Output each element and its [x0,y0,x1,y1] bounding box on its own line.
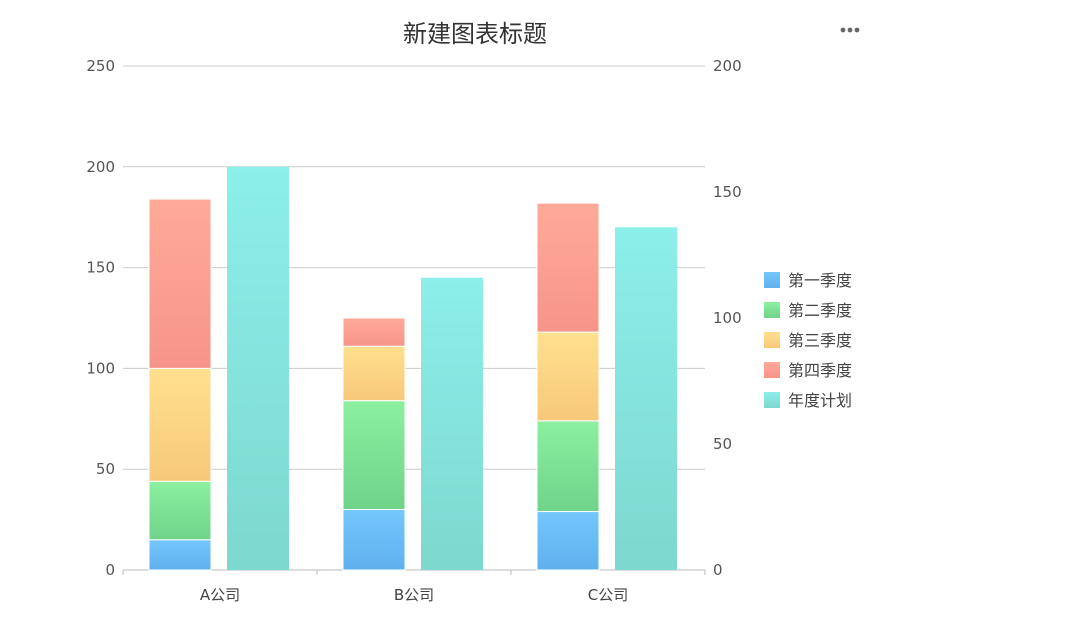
right-tick-label: 150 [713,183,742,201]
legend-swatch [764,332,780,348]
legend-item[interactable]: 第三季度 [764,331,852,350]
bar-segment[interactable] [536,202,600,333]
bar-segment[interactable] [148,480,212,541]
category-labels: A公司 B公司 C公司 [200,586,628,604]
bar-segment[interactable] [536,420,600,513]
category-label: B公司 [394,586,434,604]
right-axis-ticks: 0 50 100 150 200 [713,57,742,579]
legend-swatch [764,302,780,318]
legend-label: 第二季度 [788,301,852,320]
bar-segment[interactable] [148,539,212,571]
legend-label: 第三季度 [788,331,852,350]
bar-segment[interactable] [342,400,406,511]
right-tick-label: 200 [713,57,742,75]
left-axis-ticks: 0 50 100 150 200 250 [86,57,115,579]
right-tick-label: 50 [713,435,732,453]
category-label: C公司 [588,586,628,604]
bar-segment[interactable] [148,367,212,482]
category-label: A公司 [200,586,240,604]
plan-bar[interactable] [227,166,289,571]
legend-item[interactable]: 第二季度 [764,301,852,320]
bar-segment[interactable] [536,331,600,422]
chart-title: 新建图表标题 [403,20,547,48]
bar-segment[interactable] [148,198,212,369]
bar-segment[interactable] [536,511,600,571]
legend-item[interactable]: 年度计划 [764,391,852,410]
legend-label: 第一季度 [788,271,852,290]
bar-segment[interactable] [342,509,406,571]
left-tick-label: 250 [86,57,115,75]
grid-lines [122,65,706,575]
bar-segment[interactable] [342,317,406,347]
left-tick-label: 0 [105,561,115,579]
left-tick-label: 100 [86,359,115,377]
plan-bar[interactable] [615,227,677,570]
legend-label: 第四季度 [788,361,852,380]
right-tick-label: 100 [713,309,742,327]
bar-segment[interactable] [342,345,406,402]
legend-label: 年度计划 [788,391,852,410]
left-tick-label: 200 [86,158,115,176]
right-tick-label: 0 [713,561,723,579]
legend-swatch [764,362,780,378]
legend-swatch [764,392,780,408]
more-horizontal-icon [840,27,860,33]
legend-item[interactable]: 第四季度 [764,361,852,380]
bars [148,166,677,571]
left-tick-label: 150 [86,259,115,277]
legend-item[interactable]: 第一季度 [764,271,852,290]
legend-swatch [764,272,780,288]
more-menu-button[interactable] [840,27,860,33]
left-tick-label: 50 [96,460,115,478]
plan-bar[interactable] [421,277,483,570]
